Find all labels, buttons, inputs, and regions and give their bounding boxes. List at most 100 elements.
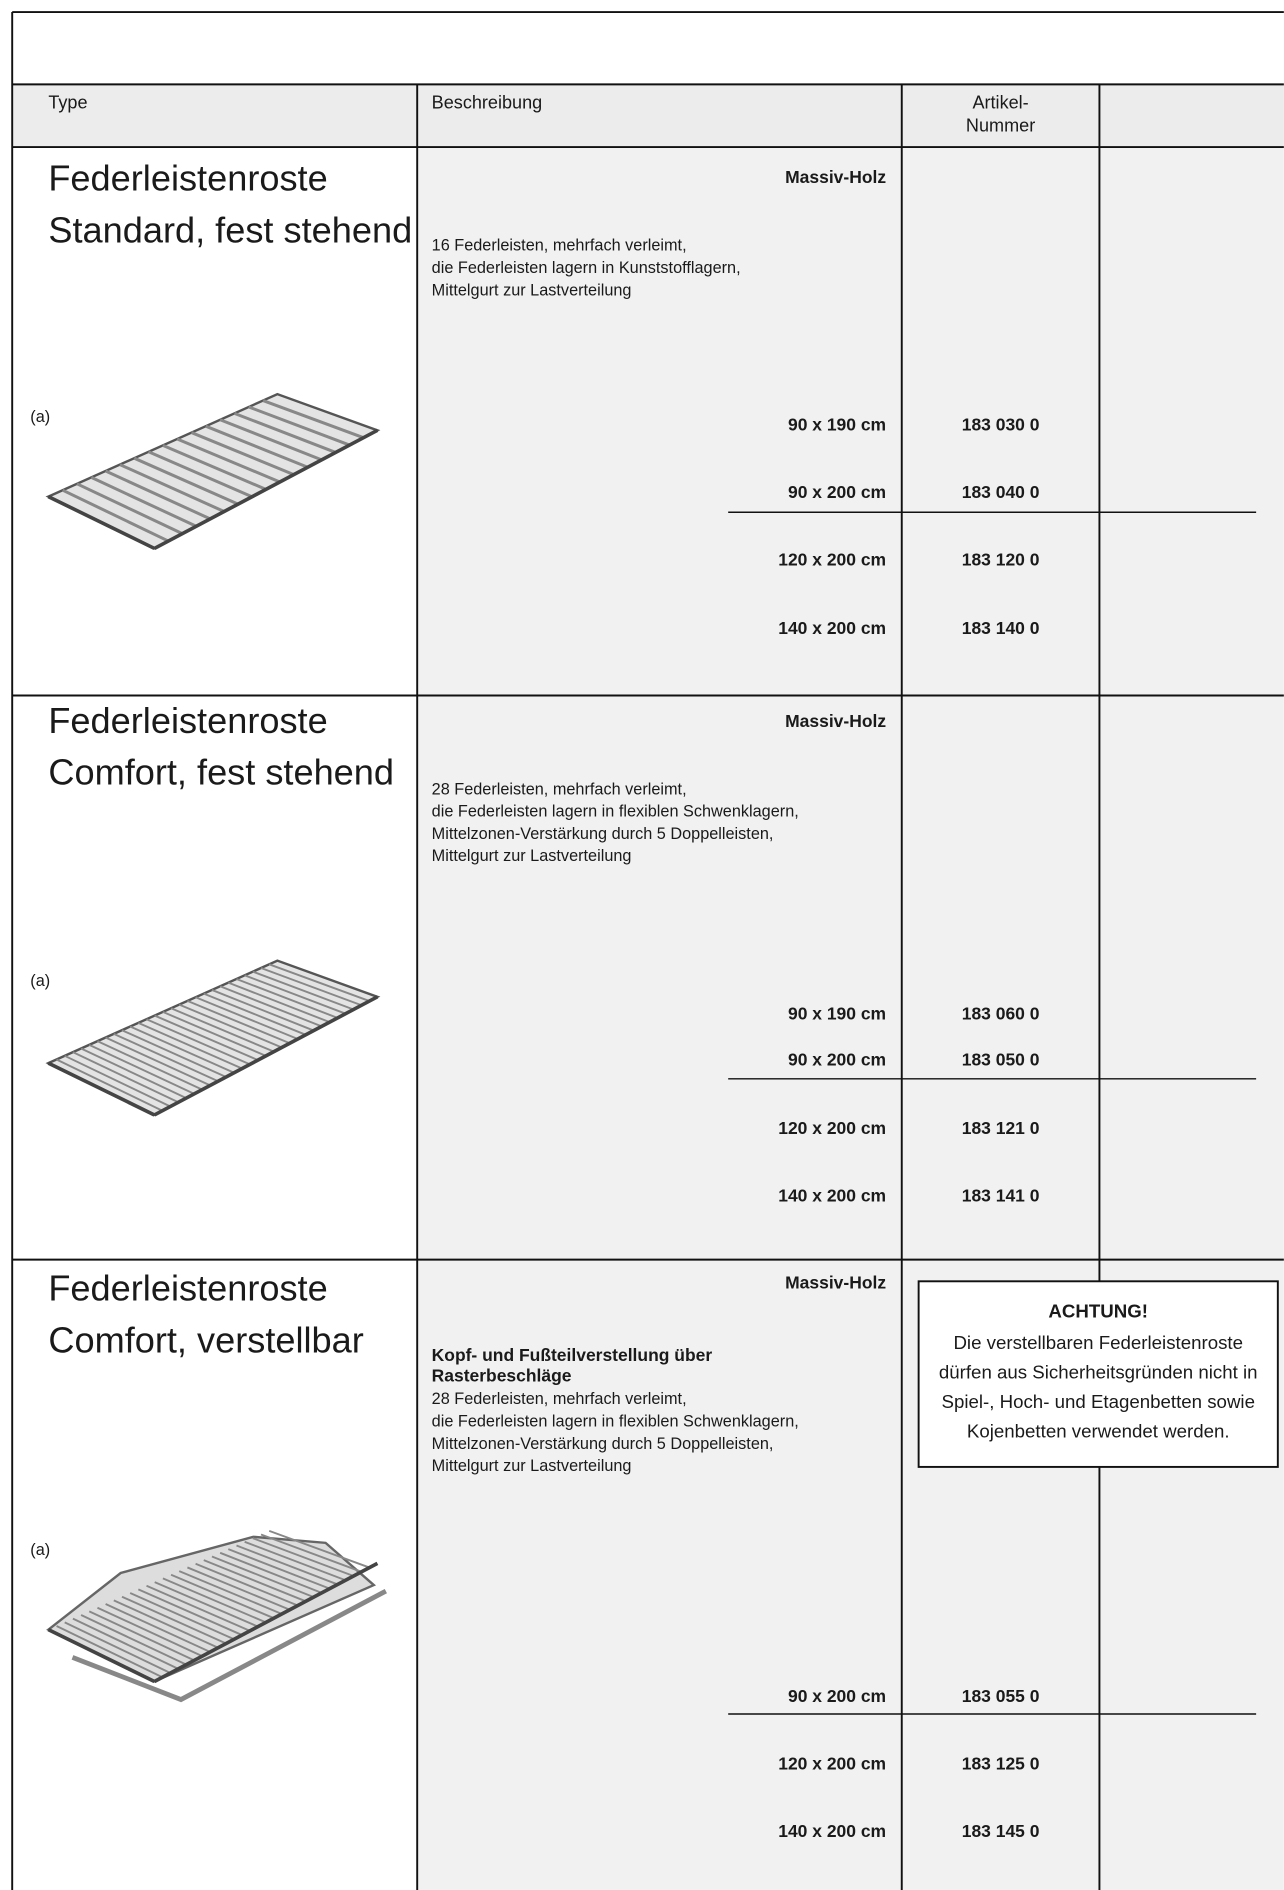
frame-part: [97, 1606, 203, 1658]
description-line: 16 Federleisten, mehrfach verleimt,: [432, 237, 687, 255]
article-number: 183 055 0: [962, 1686, 1040, 1706]
frame-part: [227, 981, 330, 1024]
frame-part: [64, 1054, 171, 1108]
notice-line: Spiel-, Hoch- und Etagenbetten sowie: [941, 1391, 1254, 1412]
frame-part: [178, 1003, 283, 1049]
article-number: 183 145 0: [962, 1821, 1040, 1841]
frame-part: [248, 405, 351, 447]
frame-part: [187, 1566, 291, 1611]
frame-part: [47, 494, 156, 551]
frame-part: [162, 443, 267, 491]
material: Massiv-Holz: [785, 167, 886, 187]
product-title: Comfort, fest stehend: [48, 752, 394, 793]
frame-part: [76, 482, 183, 536]
frame-part: [153, 428, 379, 551]
frame-part: [219, 985, 323, 1028]
frame-part: [236, 978, 338, 1019]
frame-part: [170, 1007, 275, 1053]
feature-lead: Kopf- und Fußteilverstellung über: [432, 1345, 713, 1365]
description-line: 28 Federleisten, mehrfach verleimt,: [432, 1390, 687, 1408]
frame-part: [121, 1029, 227, 1078]
header-article: Artikel-: [972, 92, 1028, 112]
frame-part: [45, 392, 381, 550]
frame-part: [227, 1548, 330, 1590]
frame-part: [211, 989, 315, 1032]
frame-part: [121, 1595, 227, 1645]
product-title: Comfort, verstellbar: [48, 1319, 363, 1360]
slat-frame-image: [46, 1529, 387, 1703]
notice-title: ACHTUNG!: [1048, 1300, 1148, 1321]
frame-part: [97, 1040, 203, 1091]
description-line: die Federleisten lagern in flexiblen Sch…: [432, 1413, 799, 1431]
frame-part: [113, 1032, 219, 1083]
slat-frame-image: [45, 392, 381, 551]
feature-lead: Rasterbeschläge: [432, 1365, 572, 1385]
frame-part: [104, 469, 211, 521]
frame-part: [233, 411, 337, 454]
article-number: 183 040 0: [962, 482, 1040, 502]
size: 90 x 200 cm: [788, 482, 886, 502]
frame-part: [146, 1584, 251, 1632]
frame-part: [219, 418, 323, 462]
frame-part: [153, 995, 379, 1117]
header-description: Beschreibung: [432, 92, 543, 112]
description-line: Mittelgurt zur Lastverteilung: [432, 1457, 632, 1475]
article-number: 183 060 0: [962, 1004, 1040, 1024]
frame-part: [72, 1617, 179, 1670]
image-label: (a): [30, 408, 50, 426]
description-line: die Federleisten lagern in flexiblen Sch…: [432, 803, 799, 821]
frame-part: [260, 1533, 362, 1573]
frame-part: [105, 1036, 211, 1087]
frame-part: [205, 424, 309, 469]
article-number: 183 120 0: [962, 549, 1040, 569]
frame-part: [195, 1562, 299, 1607]
description-line: die Federleisten lagern in Kunststofflag…: [432, 259, 741, 277]
frame-part: [45, 959, 381, 1117]
frame-part: [170, 1573, 275, 1620]
product-title: Federleistenroste: [48, 157, 327, 198]
frame-part: [147, 450, 253, 499]
header-article: Nummer: [966, 115, 1035, 135]
frame-part: [71, 1588, 387, 1703]
frame-part: [252, 1537, 354, 1577]
frame-part: [203, 1559, 307, 1603]
frame-part: [260, 967, 362, 1007]
frame-part: [146, 1018, 251, 1066]
frame-part: [153, 1561, 379, 1684]
frame-part: [137, 1588, 243, 1636]
frame-part: [154, 1014, 259, 1061]
size: 140 x 200 cm: [778, 1186, 886, 1206]
size: 90 x 200 cm: [788, 1050, 886, 1070]
frame-part: [47, 1628, 156, 1684]
product-title: Standard, fest stehend: [48, 209, 412, 250]
frame-part: [129, 1025, 235, 1074]
size: 120 x 200 cm: [778, 549, 886, 569]
frame-part: [211, 1555, 315, 1598]
article-number: 183 050 0: [962, 1050, 1040, 1070]
frame-part: [133, 456, 239, 506]
frame-part: [262, 399, 365, 440]
article-number: 183 140 0: [962, 618, 1040, 638]
frame-part: [80, 1047, 187, 1099]
gray-column-bg: [417, 84, 1284, 1890]
frame-part: [56, 1058, 163, 1112]
image-label: (a): [30, 972, 50, 990]
article-number: 183 030 0: [962, 414, 1040, 434]
frame-part: [252, 970, 354, 1011]
frame-part: [105, 1603, 211, 1653]
frame-part: [72, 1051, 179, 1104]
frame-part: [47, 1061, 156, 1117]
notice-box: [917, 1280, 1279, 1468]
article-number: 183 125 0: [962, 1753, 1040, 1773]
frame-part: [88, 1043, 195, 1095]
article-number: 183 141 0: [962, 1186, 1040, 1206]
description-line: 28 Federleisten, mehrfach verleimt,: [432, 780, 687, 798]
frame-part: [236, 1544, 338, 1586]
frame-part: [80, 1614, 187, 1666]
header-row-bg: [12, 84, 1284, 148]
table-lines: [11, 11, 1284, 1890]
frame-part: [137, 1021, 243, 1070]
frame-part: [162, 1577, 267, 1624]
frame-part: [219, 1551, 323, 1594]
